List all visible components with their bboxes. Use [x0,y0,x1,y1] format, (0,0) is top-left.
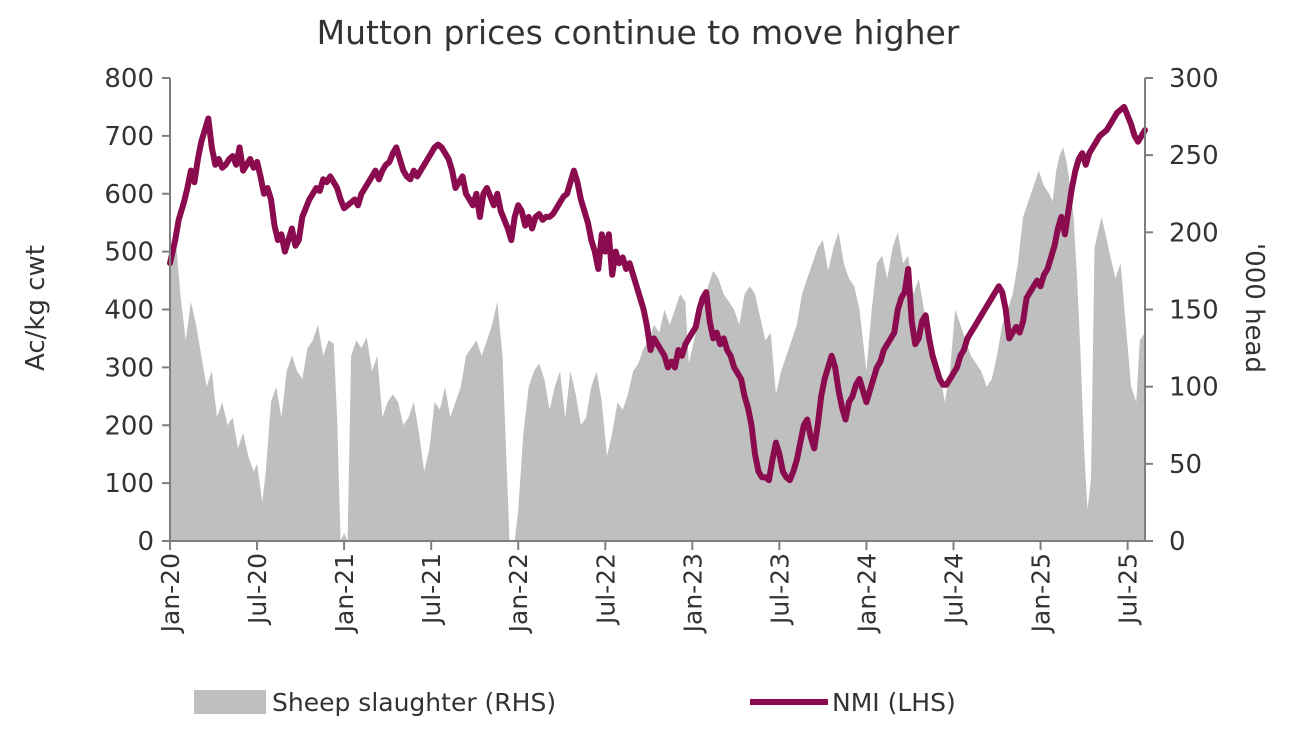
y-right-tick-label: 0 [1169,527,1186,557]
y-right-tick-label: 150 [1169,296,1219,326]
x-tick-label: Jul-22 [591,553,620,626]
x-tick-label: Jan-22 [504,553,533,634]
y-left-tick-label: 400 [104,296,154,326]
y-right-tick-label: 300 [1169,64,1219,94]
line-layer [167,103,1148,484]
x-tick-label: Jan-20 [156,553,185,634]
y-right-tick-label: 100 [1169,373,1219,403]
y-left-tick-label: 200 [104,411,154,441]
y-left-tick-label: 800 [104,64,154,94]
y-left-tick-label: 500 [104,238,154,268]
legend-label-nmi: NMI (LHS) [832,688,956,717]
y-right-tick-label: 200 [1169,218,1219,248]
x-tick-label: Jan-21 [330,553,359,634]
axes-layer: 0 100 200 300 400 500 600 700 800 0 50 100 150 200 250… [104,64,1218,634]
x-tick-label: Jul-23 [765,553,794,626]
x-tick-label: Jul-24 [940,553,969,626]
chart-title: Mutton prices continue to move higher [317,13,960,52]
y-right-tick-label: 50 [1169,450,1202,480]
y-left-tick-label: 300 [104,353,154,383]
legend-swatch-slaughter [194,690,266,714]
y-right-tick-label: 250 [1169,141,1219,171]
y-axis-right-label: '000 head [1239,243,1269,373]
y-left-tick-label: 0 [137,527,154,557]
series-line-nmi [167,103,1148,484]
y-left-tick-label: 600 [104,180,154,210]
y-axis-left-label: Ac/kg cwt [21,245,51,371]
x-tick-label: Jan-24 [852,553,881,634]
legend: Sheep slaughter (RHS) NMI (LHS) [194,688,956,717]
legend-label-slaughter: Sheep slaughter (RHS) [272,688,556,717]
y-left-tick-label: 700 [104,122,154,152]
x-tick-label: Jul-25 [1114,553,1143,626]
x-tick-label: Jan-23 [678,553,707,634]
y-left-tick-label: 100 [104,469,154,499]
x-tick-label: Jul-20 [243,553,272,626]
x-tick-label: Jan-25 [1027,553,1056,634]
x-tick-label: Jul-21 [417,553,446,626]
